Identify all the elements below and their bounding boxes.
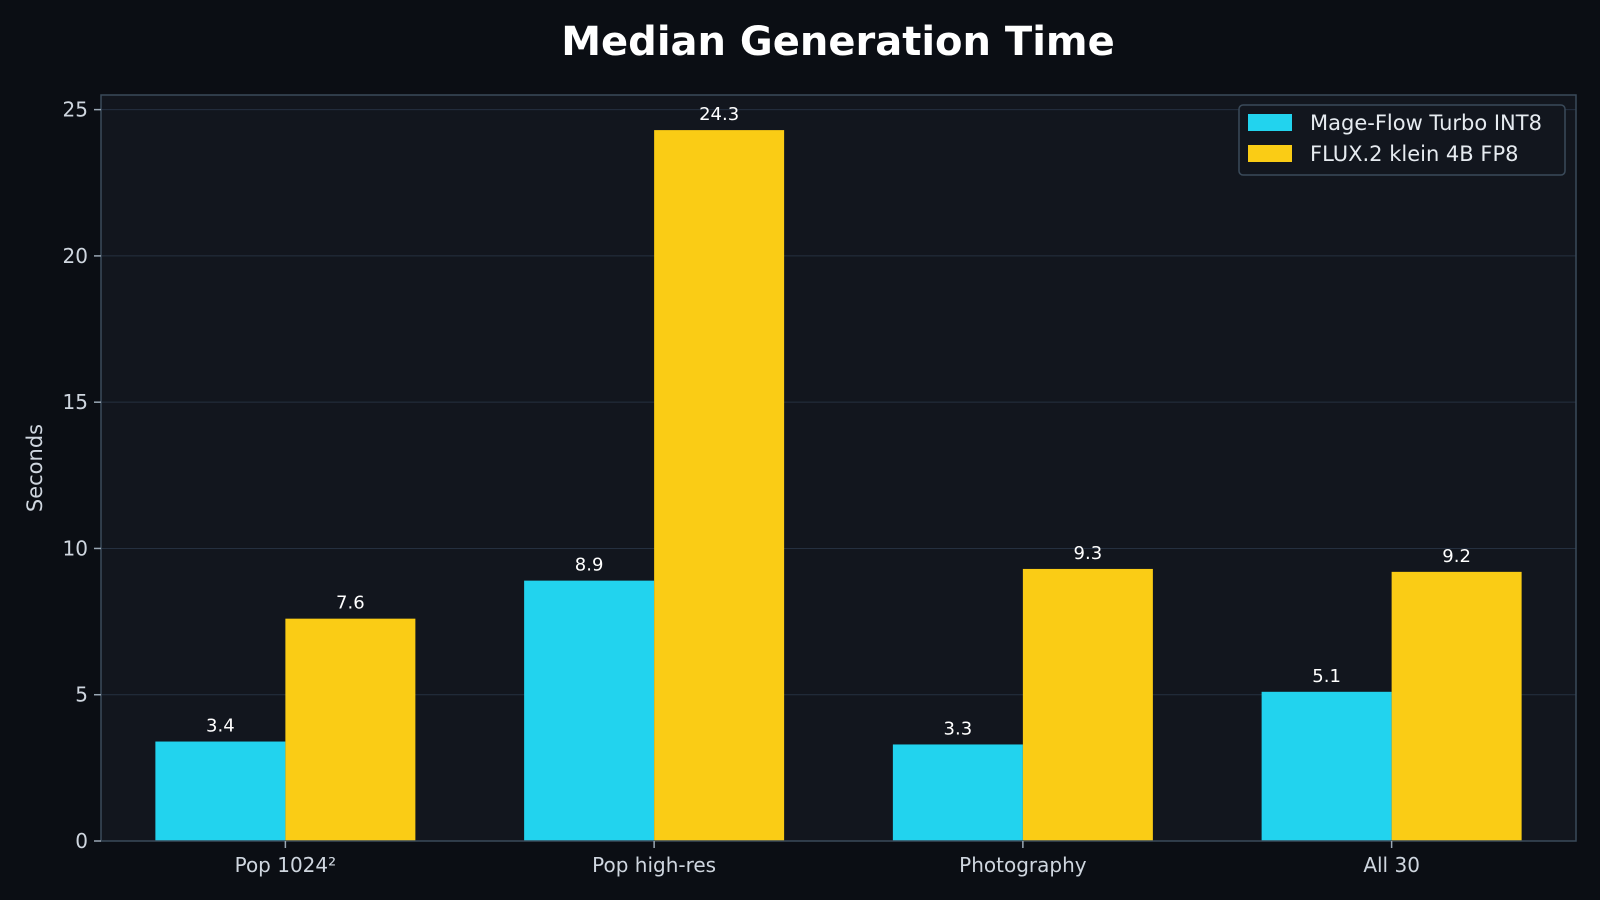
- bar: [285, 618, 416, 841]
- bar: [1022, 568, 1153, 841]
- bar-value-label: 7.6: [336, 593, 365, 614]
- legend-swatch-flux: [1248, 145, 1292, 162]
- legend-label-flux: FLUX.2 klein 4B FP8: [1310, 142, 1518, 166]
- x-tick-label: Pop high-res: [592, 853, 716, 877]
- bar-value-label: 9.3: [1074, 543, 1103, 564]
- x-tick-label: Pop 1024²: [235, 853, 337, 877]
- legend-label-mage-flow: Mage-Flow Turbo INT8: [1310, 111, 1542, 135]
- bar: [155, 741, 286, 841]
- y-tick-label: 20: [63, 244, 88, 268]
- chart-title: Median Generation Time: [561, 19, 1114, 65]
- y-tick-label: 5: [75, 683, 88, 707]
- legend-box: [1238, 104, 1566, 176]
- bars: [155, 130, 1522, 841]
- y-tick-label: 10: [63, 536, 88, 560]
- bar-value-label: 8.9: [575, 555, 604, 576]
- y-axis-label: Seconds: [23, 424, 47, 512]
- bar-value-label: 3.4: [206, 716, 235, 737]
- bar-value-label: 9.2: [1442, 546, 1471, 567]
- bar: [1391, 571, 1522, 841]
- y-tick-label: 15: [63, 390, 88, 414]
- bar-value-label: 5.1: [1312, 666, 1341, 687]
- bar-value-label: 3.3: [944, 718, 973, 739]
- x-tick-label: All 30: [1363, 853, 1420, 877]
- y-tick-label: 25: [63, 98, 88, 122]
- legend-swatch-mage-flow: [1248, 114, 1292, 131]
- bar: [892, 744, 1023, 841]
- y-axis-ticks: 0 5 10 15 20 25: [63, 98, 101, 853]
- value-labels: 3.4 7.6 8.9 24.3 3.3 9.3 5.1 9.2: [206, 104, 1471, 739]
- bar: [1261, 691, 1392, 841]
- plot-frame: [100, 94, 1577, 842]
- bar-value-label: 24.3: [699, 104, 739, 125]
- bar: [524, 580, 655, 841]
- bar: [654, 130, 785, 841]
- legend: Mage-Flow Turbo INT8 FLUX.2 klein 4B FP8: [1238, 104, 1566, 176]
- x-tick-label: Photography: [959, 853, 1087, 877]
- x-axis-ticks: Pop 1024² Pop high-res Photography All 30: [235, 841, 1420, 877]
- y-tick-label: 0: [75, 829, 88, 853]
